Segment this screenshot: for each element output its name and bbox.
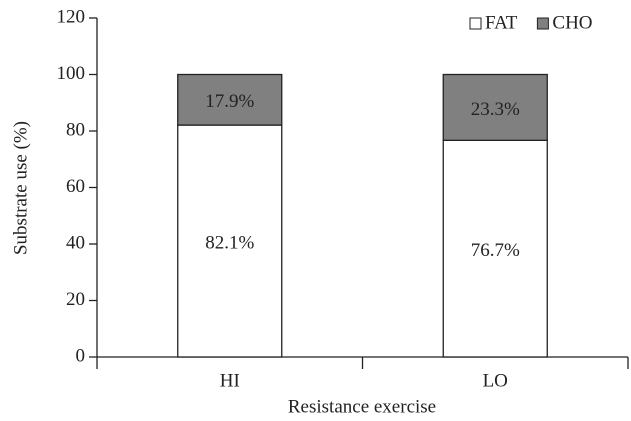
value-label: 82.1% <box>205 232 254 253</box>
value-label: 17.9% <box>205 91 254 112</box>
y-tick-label: 60 <box>66 176 85 197</box>
x-axis-label: Resistance exercise <box>288 396 436 417</box>
legend-label: FAT <box>485 12 518 33</box>
value-label: 76.7% <box>471 240 520 261</box>
bar-segment <box>177 124 283 358</box>
y-axis-label: Substrate use (%) <box>10 121 31 255</box>
x-tick-label: HI <box>220 370 240 391</box>
y-tick-label: 0 <box>76 345 86 366</box>
legend-label: CHO <box>552 12 592 33</box>
bar-segment <box>177 73 283 126</box>
y-tick-label: 20 <box>66 289 85 310</box>
y-tick-label: 40 <box>66 232 85 253</box>
y-tick-label: 120 <box>57 6 86 27</box>
x-tick-label: LO <box>483 370 508 391</box>
y-tick-label: 100 <box>57 63 86 84</box>
value-label: 23.3% <box>471 99 520 120</box>
y-tick-label: 80 <box>66 119 85 140</box>
legend-swatch <box>536 17 549 30</box>
legend-swatch <box>469 17 482 30</box>
bar-segment <box>442 73 548 141</box>
